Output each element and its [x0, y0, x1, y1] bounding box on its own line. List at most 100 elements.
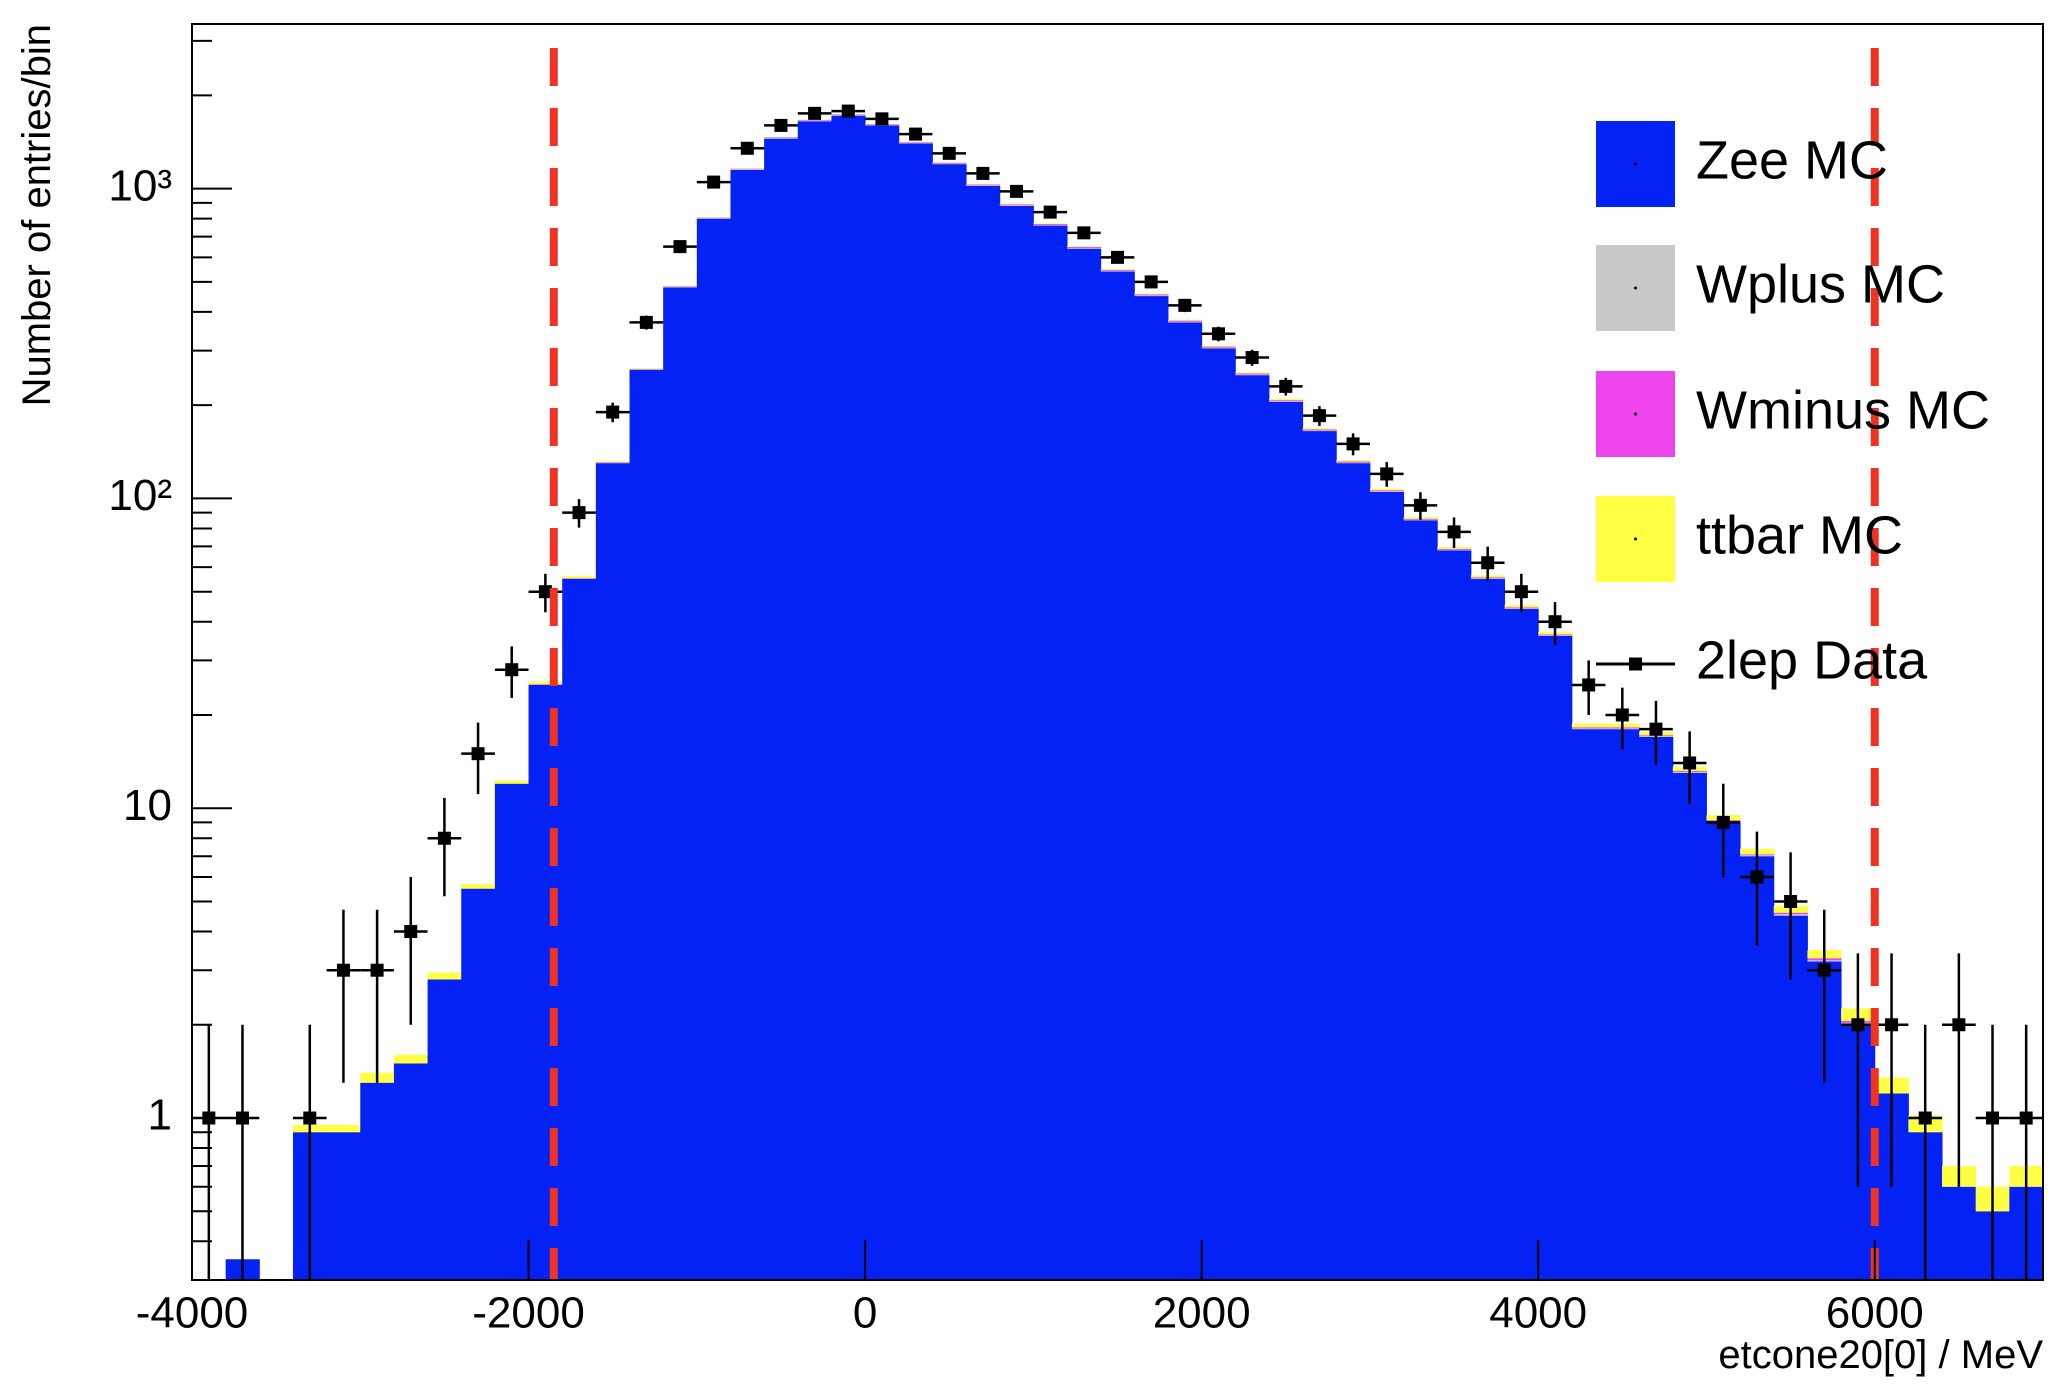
histogram-bar [596, 462, 630, 463]
histogram-bar [1168, 322, 1202, 1280]
data-point [404, 925, 417, 938]
data-point [875, 112, 888, 125]
histogram-bar [1639, 737, 1673, 1280]
histogram-bar [1572, 724, 1606, 728]
histogram-bar [1235, 375, 1269, 1280]
histogram-bar [697, 219, 731, 1280]
data-point [1380, 467, 1393, 480]
histogram-bar [764, 139, 798, 1280]
histogram-bar [1370, 490, 1404, 491]
data-point [1111, 251, 1124, 264]
data-point [1818, 964, 1831, 977]
histogram-bar [1202, 348, 1236, 349]
data-point [741, 142, 754, 155]
data-point [1448, 525, 1461, 538]
histogram-bar [697, 218, 731, 219]
data-point [1212, 327, 1225, 340]
data-point [1717, 816, 1730, 829]
histogram-bar [1370, 489, 1404, 490]
histogram-bar [1336, 463, 1370, 1280]
histogram-bar [1437, 550, 1471, 551]
histogram-bar [1033, 226, 1067, 1280]
legend-dot [1634, 538, 1637, 541]
histogram-bar [596, 463, 630, 1280]
x-tick-label: -2000 [472, 1289, 585, 1338]
histogram-bar [1202, 347, 1236, 348]
histogram-bar [1471, 579, 1505, 1280]
histogram-bar [932, 163, 966, 164]
histogram-bar [495, 784, 529, 1280]
data-point [1616, 708, 1629, 721]
data-point [1481, 556, 1494, 569]
data-point [1649, 723, 1662, 736]
histogram-bar [932, 163, 966, 164]
histogram-bar [1572, 729, 1606, 1280]
data-point [236, 1112, 249, 1125]
histogram-bar [1303, 428, 1337, 429]
data-point [976, 167, 989, 180]
data-point [1986, 1112, 1999, 1125]
histogram-bar [1235, 372, 1269, 373]
data-point [303, 1112, 316, 1125]
x-tick-label: 6000 [1826, 1289, 1924, 1338]
histogram-bar [1101, 270, 1135, 271]
data-point [606, 406, 619, 419]
data-point [505, 663, 518, 676]
data-point [1178, 299, 1191, 312]
data-point [1246, 351, 1259, 364]
histogram-bar [630, 369, 664, 370]
histogram-bar [697, 218, 731, 219]
histogram-bar [966, 185, 1000, 186]
histogram-bar [798, 120, 832, 121]
histogram-bar [1067, 247, 1101, 248]
data-point [371, 964, 384, 977]
histogram-bar [596, 461, 630, 462]
data-point [1347, 437, 1360, 450]
histogram-bar [1000, 204, 1034, 205]
histogram-bar [1101, 269, 1135, 270]
histogram-bar [1437, 549, 1471, 550]
histogram-bar [865, 125, 899, 1280]
histogram-bar [899, 142, 933, 143]
histogram-bar [1572, 727, 1606, 728]
histogram-bar [596, 463, 630, 464]
histogram-bar [1168, 322, 1202, 323]
histogram-bar [1033, 225, 1067, 226]
data-point [909, 128, 922, 141]
histogram-bar [663, 286, 697, 287]
histogram-bar [1303, 429, 1337, 430]
data-point [1683, 756, 1696, 769]
histogram-bar [1303, 430, 1337, 431]
histogram-bar [899, 142, 933, 143]
histogram-bar [1269, 400, 1303, 401]
histogram-bar [360, 1083, 394, 1280]
data-point [1077, 226, 1090, 239]
histogram-bar [630, 369, 664, 370]
data-point [1784, 895, 1797, 908]
histogram-bar [1437, 550, 1471, 1280]
histogram-bar [663, 287, 697, 288]
histogram-bar [394, 1055, 428, 1064]
data-point [1952, 1018, 1965, 1031]
y-tick-label: 10² [108, 471, 172, 520]
histogram-bar [1538, 636, 1572, 1280]
histogram-bar [1067, 248, 1101, 249]
histogram-bar [1033, 223, 1067, 224]
data-point [1919, 1112, 1932, 1125]
histogram-bar [899, 143, 933, 144]
histogram-bar [327, 1125, 361, 1132]
histogram-bar [1134, 296, 1168, 1280]
histogram-bar [1134, 295, 1168, 296]
histogram-bar [1134, 293, 1168, 294]
histogram-bar [1370, 492, 1404, 1280]
histogram-bar [1067, 249, 1101, 1280]
histogram-bar [1505, 609, 1539, 1280]
x-axis-label: etcone20[0] / MeV [1718, 1333, 2043, 1377]
data-point [1582, 678, 1595, 691]
data-point [1145, 275, 1158, 288]
histogram-bar [1673, 773, 1707, 1280]
histogram-bar [663, 287, 697, 1280]
histogram-bar [1000, 204, 1034, 205]
